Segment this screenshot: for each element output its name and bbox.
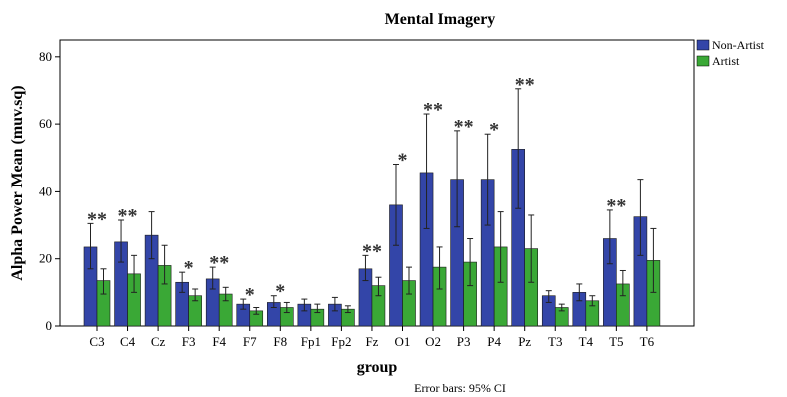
x-tick-label: Pz [518,334,531,349]
y-tick-label: 40 [39,183,52,198]
x-tick-label: T4 [579,334,594,349]
x-tick-label: P3 [457,334,471,349]
x-tick-label: Fp2 [331,334,351,349]
x-tick-label: Fz [365,334,378,349]
x-tick-label: F3 [182,334,196,349]
y-tick-label: 60 [39,116,52,131]
x-tick-label: O2 [425,334,441,349]
x-tick-label: Fp1 [301,334,321,349]
legend-swatch-non-artist [696,39,710,51]
x-tick-label: F8 [273,334,287,349]
x-tick-label: F7 [243,334,257,349]
x-tick-label: F4 [212,334,226,349]
significance-marker: ** [454,116,474,138]
y-tick-label: 80 [39,49,52,64]
significance-markers: ** *** *** ******** ***** [87,74,626,306]
significance-marker: ** [87,208,107,230]
significance-marker: ** [515,74,535,96]
legend-swatch-artist [696,55,710,67]
significance-marker: * [489,119,499,141]
significance-marker: ** [209,252,229,274]
x-tick-label: T6 [640,334,655,349]
significance-marker: * [275,281,285,303]
x-tick-label: O1 [395,334,411,349]
significance-marker: ** [606,195,626,217]
legend-label-non-artist: Non-Artist [712,38,765,52]
chart-title: Mental Imagery [385,11,496,28]
legend: Non-Artist Artist [696,38,765,68]
x-axis-label: group [357,359,398,376]
x-tick-label: T3 [548,334,562,349]
significance-marker: ** [362,240,382,262]
legend-label-artist: Artist [712,54,740,68]
significance-marker: * [184,257,194,279]
error-bars-note: Error bars: 95% CI [414,381,506,395]
x-tick-label: T5 [609,334,623,349]
x-axis: C3 C4 Cz F3 F4 F7 F8 Fp1 Fp2 Fz O1 O2 P3 P4 Pz T3 T4 T5 T6 [89,326,655,349]
bars-group [83,149,661,327]
significance-marker: * [398,149,408,171]
significance-marker: * [245,284,255,306]
significance-marker: ** [423,99,443,121]
x-tick-label: Cz [151,334,166,349]
y-tick-label: 20 [39,251,52,266]
y-axis-label: Alpha Power Mean (muv.sq) [9,85,26,280]
y-tick-label: 0 [46,318,53,333]
x-tick-label: C4 [120,334,136,349]
significance-marker: ** [118,205,138,227]
x-tick-label: C3 [89,334,104,349]
y-axis: 0 20 40 60 80 [39,49,60,333]
x-tick-label: P4 [487,334,501,349]
error-bars-group [87,88,657,315]
